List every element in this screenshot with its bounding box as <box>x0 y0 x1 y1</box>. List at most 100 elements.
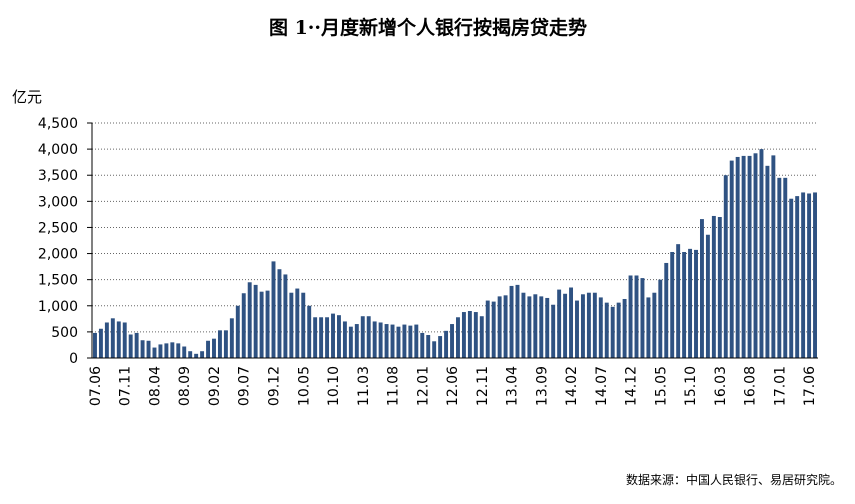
bar <box>705 234 710 358</box>
x-tick-label: 09.07 <box>237 366 253 406</box>
bar <box>527 296 532 358</box>
bar <box>313 317 318 358</box>
x-tick-label: 10.05 <box>296 366 312 406</box>
bar <box>217 330 222 358</box>
bar <box>598 297 603 358</box>
bar <box>348 326 353 358</box>
bar <box>420 332 425 358</box>
bar <box>176 343 181 358</box>
bar <box>694 249 698 358</box>
bar <box>711 215 716 358</box>
bar <box>688 248 693 358</box>
x-tick-label: 11.03 <box>356 366 372 406</box>
bar <box>569 287 574 358</box>
bar <box>342 321 347 358</box>
bar <box>152 347 157 358</box>
bar <box>533 294 538 358</box>
bar <box>604 302 609 358</box>
bar <box>735 156 740 358</box>
y-tick-label: 1,500 <box>38 273 78 289</box>
bar <box>384 324 389 358</box>
bar <box>628 275 633 358</box>
bar <box>212 338 216 358</box>
bar <box>634 275 639 358</box>
bar <box>646 297 651 358</box>
bar <box>539 296 544 358</box>
bar <box>461 312 466 358</box>
bar <box>723 175 728 358</box>
y-tick-label: 2,500 <box>38 220 78 236</box>
bar <box>575 300 579 358</box>
bar <box>450 324 454 358</box>
bar <box>247 282 252 358</box>
bar <box>140 340 145 358</box>
bar <box>729 160 734 358</box>
x-tick-label: 14.12 <box>624 366 640 406</box>
bar <box>390 324 395 358</box>
bar <box>283 274 288 358</box>
bar <box>741 155 746 358</box>
bar <box>319 317 324 358</box>
bar <box>497 296 502 358</box>
bar <box>194 353 199 358</box>
bar <box>188 351 193 358</box>
bar <box>200 351 205 358</box>
x-tick-label: 08.04 <box>147 366 163 406</box>
x-tick-label: 09.12 <box>267 366 283 406</box>
bar <box>396 326 401 358</box>
bar <box>610 306 615 358</box>
bar <box>366 316 371 358</box>
bar <box>360 316 365 358</box>
bar <box>128 334 133 358</box>
bar <box>670 251 675 358</box>
bar <box>265 290 270 358</box>
x-tick-label: 15.10 <box>683 366 699 406</box>
bar <box>307 305 312 358</box>
bar <box>206 340 211 358</box>
y-tick-label: 4,000 <box>38 142 78 158</box>
x-tick-label: 17.01 <box>772 366 788 406</box>
bar <box>223 330 228 358</box>
x-tick-label: 13.04 <box>505 366 521 406</box>
x-tick-label: 15.05 <box>653 366 669 406</box>
x-tick-label: 17.06 <box>802 366 818 406</box>
bar <box>372 321 377 358</box>
bar <box>467 311 472 358</box>
x-tick-label: 16.08 <box>743 366 759 406</box>
bar <box>295 288 300 358</box>
x-tick-label: 12.06 <box>445 366 461 406</box>
bar <box>485 300 490 358</box>
bar <box>146 340 151 358</box>
y-tick-label: 2,000 <box>38 247 78 263</box>
bar <box>783 177 788 358</box>
bar <box>616 302 621 358</box>
bar <box>301 292 306 358</box>
y-tick-label: 500 <box>51 325 78 341</box>
bar <box>158 344 163 358</box>
bar <box>807 193 812 358</box>
bar <box>122 322 127 358</box>
bar <box>456 317 460 358</box>
bar <box>164 343 169 358</box>
bar <box>551 304 556 358</box>
bar <box>717 217 722 358</box>
bar <box>473 312 478 358</box>
source: 数据来源：中国人民银行、易居研究院。 <box>626 472 842 487</box>
bar <box>580 294 585 358</box>
bar <box>795 196 800 358</box>
bar <box>789 198 794 358</box>
bar <box>134 332 139 358</box>
x-tick-label: 07.11 <box>118 366 134 406</box>
bar <box>676 244 681 358</box>
bar <box>699 219 704 358</box>
x-tick-label: 10.10 <box>326 366 342 406</box>
bar <box>354 324 359 358</box>
bar <box>325 317 330 358</box>
x-tick-label: 13.09 <box>534 366 550 406</box>
x-tick-label: 08.09 <box>177 366 193 406</box>
y-tick-label: 1,000 <box>38 299 78 315</box>
bar <box>259 291 264 358</box>
bar <box>277 269 282 358</box>
bar <box>557 289 562 358</box>
